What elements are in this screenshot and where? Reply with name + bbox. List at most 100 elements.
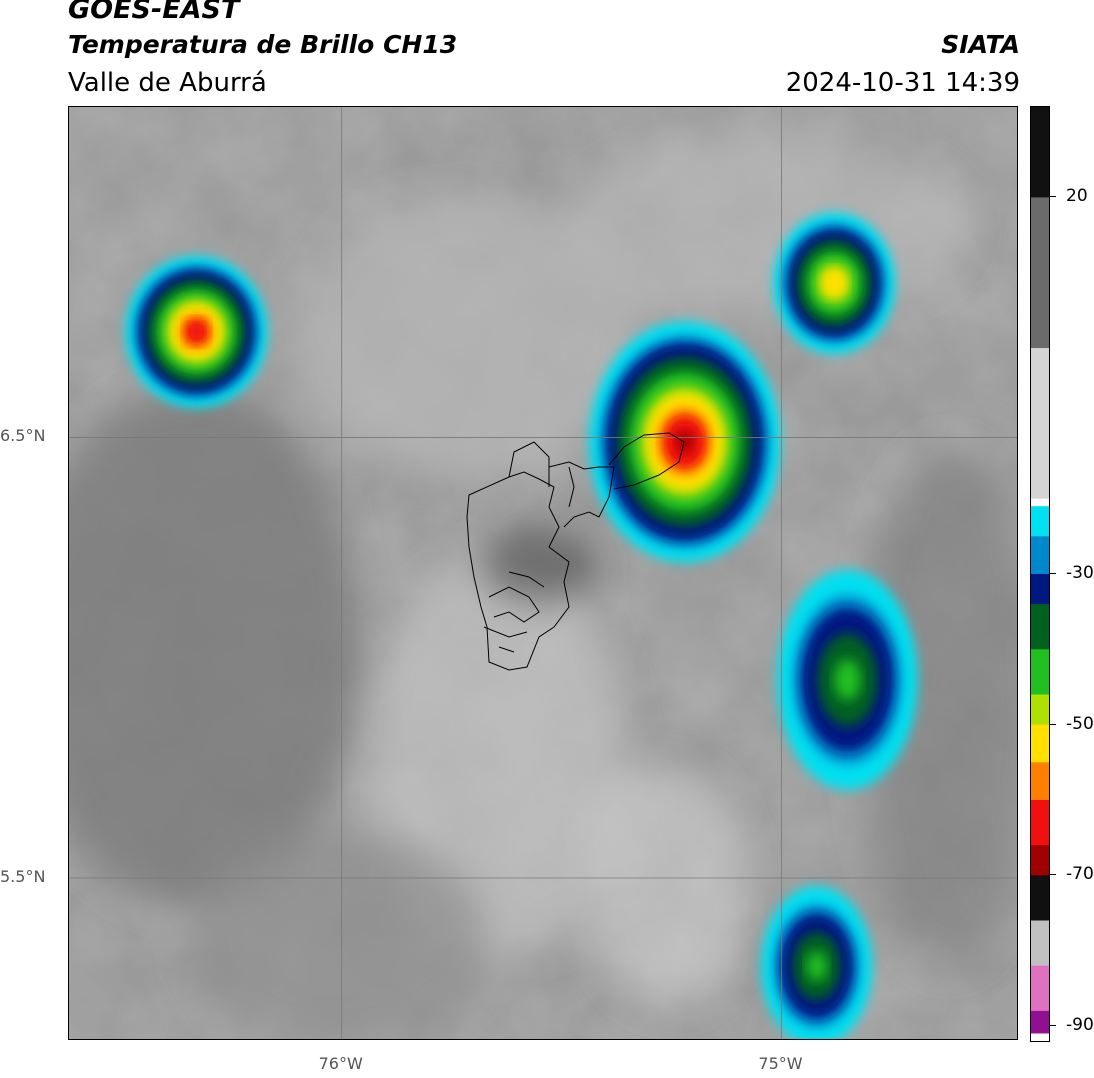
central-cell-ring-15 (675, 430, 694, 454)
colorbar-step (1031, 1033, 1049, 1042)
colorbar-step (1031, 543, 1049, 552)
colorbar-step (1031, 476, 1049, 485)
gridlines (69, 107, 1017, 1039)
colorbar-step (1031, 152, 1049, 161)
colorbar-step (1031, 995, 1049, 1004)
colorbar-step (1031, 438, 1049, 447)
colorbar-step (1031, 317, 1049, 326)
colorbar-step (1031, 860, 1049, 869)
colorbar-step (1031, 671, 1049, 680)
colorbar-step (1031, 702, 1049, 711)
colorbar-step (1031, 664, 1049, 673)
colorbar-step (1031, 596, 1049, 605)
colorbar-step (1031, 822, 1049, 831)
colorbar-step (1031, 958, 1049, 967)
colorbar-step (1031, 852, 1049, 861)
lat-label-0: 6.5°N (0, 426, 46, 446)
colorbar-label-3: -70 (1066, 864, 1094, 885)
colorbar-step (1031, 807, 1049, 816)
colorbar-step (1031, 528, 1049, 537)
colorbar-step (1031, 845, 1049, 854)
colorbar-step (1031, 574, 1049, 583)
colorbar-step (1031, 882, 1049, 891)
colorbar-step (1031, 679, 1049, 688)
colorbar-step (1031, 626, 1049, 635)
colorbar-step (1031, 415, 1049, 424)
colorbar-step (1031, 423, 1049, 432)
colorbar-step (1031, 174, 1049, 183)
colorbar-step (1031, 280, 1049, 289)
colorbar-step (1031, 656, 1049, 665)
colorbar-step (1031, 897, 1049, 906)
title-product: Temperatura de Brillo CH13 (68, 30, 458, 59)
colorbar-tick-3 (1050, 874, 1056, 876)
colorbar-step (1031, 468, 1049, 477)
colorbar-step (1031, 724, 1049, 733)
colorbar-step (1031, 370, 1049, 379)
northwest-cell (126, 256, 267, 407)
colorbar-step (1031, 235, 1049, 244)
lat-label-1: 5.5°N (0, 866, 46, 886)
colorbar-tick-4 (1050, 1024, 1056, 1026)
colorbar-step (1031, 159, 1049, 168)
colorbar-step (1031, 310, 1049, 319)
colorbar-step (1031, 272, 1049, 281)
colorbar-step (1031, 973, 1049, 982)
colorbar-step (1031, 649, 1049, 658)
title-organization: SIATA (941, 30, 1020, 59)
colorbar-step (1031, 348, 1049, 357)
colorbar-step (1031, 965, 1049, 974)
colorbar-step (1031, 122, 1049, 131)
colorbar-step (1031, 980, 1049, 989)
colorbar-step (1031, 754, 1049, 763)
colorbar-step (1031, 506, 1049, 515)
colorbar-step (1031, 604, 1049, 613)
colorbar-step (1031, 204, 1049, 213)
colorbar-step (1031, 777, 1049, 786)
colorbar-step (1031, 212, 1049, 221)
colorbar-step (1031, 144, 1049, 153)
colorbar-step (1031, 287, 1049, 296)
colorbar-step (1031, 340, 1049, 349)
title-region: Valle de Aburrá (68, 68, 267, 98)
colorbar-step (1031, 905, 1049, 914)
municipal-boundaries (466, 432, 685, 671)
colorbar-step (1031, 363, 1049, 372)
colorbar-step (1031, 1025, 1049, 1034)
colorbar-step (1031, 867, 1049, 876)
south-cell-ring-7 (806, 951, 827, 981)
colorbar-step (1031, 393, 1049, 402)
colorbar-step (1031, 988, 1049, 997)
east-cell (777, 569, 918, 790)
colorbar-step (1031, 189, 1049, 198)
colorbar-step (1031, 890, 1049, 899)
colorbar-step (1031, 400, 1049, 409)
colorbar-step (1031, 732, 1049, 741)
colorbar-step (1031, 717, 1049, 726)
colorbar-step (1031, 378, 1049, 387)
colorbar-step (1031, 641, 1049, 650)
colorbar-tick-1 (1050, 573, 1056, 574)
colorbar-step (1031, 943, 1049, 952)
south-cell (761, 886, 872, 1039)
colorbar-step (1031, 694, 1049, 703)
title-datetime: 2024-10-31 14:39 (785, 68, 1020, 98)
colorbar-step (1031, 747, 1049, 756)
colorbar-step (1031, 935, 1049, 944)
colorbar-step (1031, 709, 1049, 718)
colorbar-step (1031, 408, 1049, 417)
colorbar-step (1031, 769, 1049, 778)
colorbar-step (1031, 445, 1049, 454)
colorbar-step (1031, 875, 1049, 884)
colorbar-step (1031, 114, 1049, 123)
colorbar-label-1: -30 (1066, 563, 1094, 583)
terrain-shading (69, 137, 1017, 1039)
east-cell-ring-7 (834, 659, 861, 701)
colorbar-step (1031, 257, 1049, 266)
colorbar-step (1031, 491, 1049, 500)
colorbar-step (1031, 197, 1049, 206)
colorbar-step (1031, 920, 1049, 929)
colorbar-step (1031, 784, 1049, 793)
colorbar-step (1031, 739, 1049, 748)
colorbar-step (1031, 453, 1049, 462)
